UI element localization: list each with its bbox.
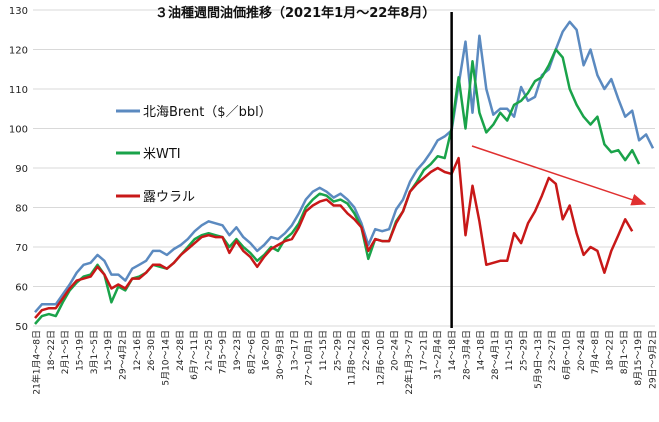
x-tick-label: 29～4月2日 [117, 330, 128, 380]
x-tick-label: 28～4月1日 [490, 330, 501, 380]
y-tick-label: 70 [15, 243, 28, 254]
x-tick-label: 30～9月3日 [275, 330, 286, 380]
x-tick-label: 18～22日 [605, 330, 616, 371]
x-tick-label: 23～27日 [547, 330, 558, 371]
series-line-0 [34, 20, 655, 314]
x-tick-label: 27～10月1日 [304, 330, 315, 386]
legend-label: 北海Brent（$／bbl） [143, 105, 272, 120]
x-tick-label: 11～15日 [318, 330, 329, 371]
x-tick-label: 22年1月3～7日 [403, 330, 415, 395]
x-tick-label: 14～18日 [476, 330, 487, 371]
y-tick-label: 110 [9, 85, 28, 96]
x-tick-label: 15～19日 [74, 330, 85, 371]
x-tick-label: 26～30日 [146, 330, 157, 371]
x-tick-label: 25～29日 [332, 330, 343, 371]
x-tick-label: 13～17日 [289, 330, 300, 371]
x-tick-label: 16～20日 [261, 330, 272, 371]
x-tick-label: 28～3月4日 [461, 330, 472, 380]
x-tick-label: 7月4～8日 [590, 330, 601, 374]
x-tick-label: 31～2月4日 [433, 330, 444, 380]
legend-label: 米WTI [143, 147, 181, 162]
x-tick-label: 7月5～9日 [218, 330, 229, 374]
y-tick-label: 120 [9, 46, 28, 57]
x-tick-label: 12月6～10日 [375, 330, 386, 386]
x-tick-label: 17～21日 [418, 330, 429, 371]
x-tick-label: 5月10～14日 [160, 330, 171, 386]
trend-arrow-line [471, 145, 647, 206]
series-line-2 [34, 156, 634, 319]
x-tick-label: 25～29日 [519, 330, 530, 371]
x-tick-label: 22～26日 [361, 330, 372, 371]
x-tick-label: 29日～9月2日 [648, 330, 659, 389]
x-tick-label: 24～28日 [175, 330, 186, 371]
x-tick-label: 11月8～12日 [347, 330, 358, 386]
x-tick-label: 6月6～10日 [562, 330, 573, 380]
grid-lines [33, 9, 655, 327]
x-tick-label: 8月1～5日 [619, 330, 630, 374]
y-axis-ticks: 50 60 70 80 90 100 110 120 130 [9, 6, 28, 333]
x-tick-label: 6月7～11日 [189, 330, 200, 380]
x-tick-label: 14～18日 [447, 330, 458, 371]
x-tick-label: 20～24日 [390, 330, 401, 371]
x-tick-label: 21年1月4～8日 [31, 330, 43, 395]
x-tick-label: 15～19日 [103, 330, 114, 371]
y-tick-label: 60 [15, 283, 28, 294]
x-tick-label: 12～16日 [132, 330, 143, 371]
x-tick-label: 11～15日 [504, 330, 515, 371]
y-tick-label: 80 [15, 204, 28, 215]
x-tick-label: 2月1～5日 [60, 330, 71, 374]
x-tick-label: 3月1～5日 [89, 330, 100, 374]
x-tick-label: 21～25日 [203, 330, 214, 371]
x-tick-label: 20～24日 [576, 330, 587, 371]
y-tick-label: 90 [15, 164, 28, 175]
trend-arrow [471, 145, 647, 206]
series-lines [34, 20, 655, 325]
y-tick-label: 100 [9, 125, 28, 136]
x-tick-label: 18～22日 [46, 330, 57, 371]
chart-title: ３油種週間油価推移（2021年1月～22年8月） [155, 5, 435, 21]
x-axis-ticks: 21年1月4～8日 18～22日 2月1～5日 15～19日 3月1～5日 15～19日 2… [31, 330, 659, 395]
legend-label: 露ウラル [143, 190, 195, 205]
y-tick-label: 130 [9, 6, 28, 17]
y-tick-label: 50 [15, 322, 28, 333]
x-tick-label: 5月9日～13日 [533, 330, 544, 389]
x-tick-label: 19～23日 [232, 330, 243, 371]
x-tick-label: 8月2～6日 [246, 330, 257, 374]
legend: 北海Brent（$／bbl） 米WTI 露ウラル [116, 105, 272, 205]
x-tick-label: 8月15～19日 [633, 330, 644, 386]
